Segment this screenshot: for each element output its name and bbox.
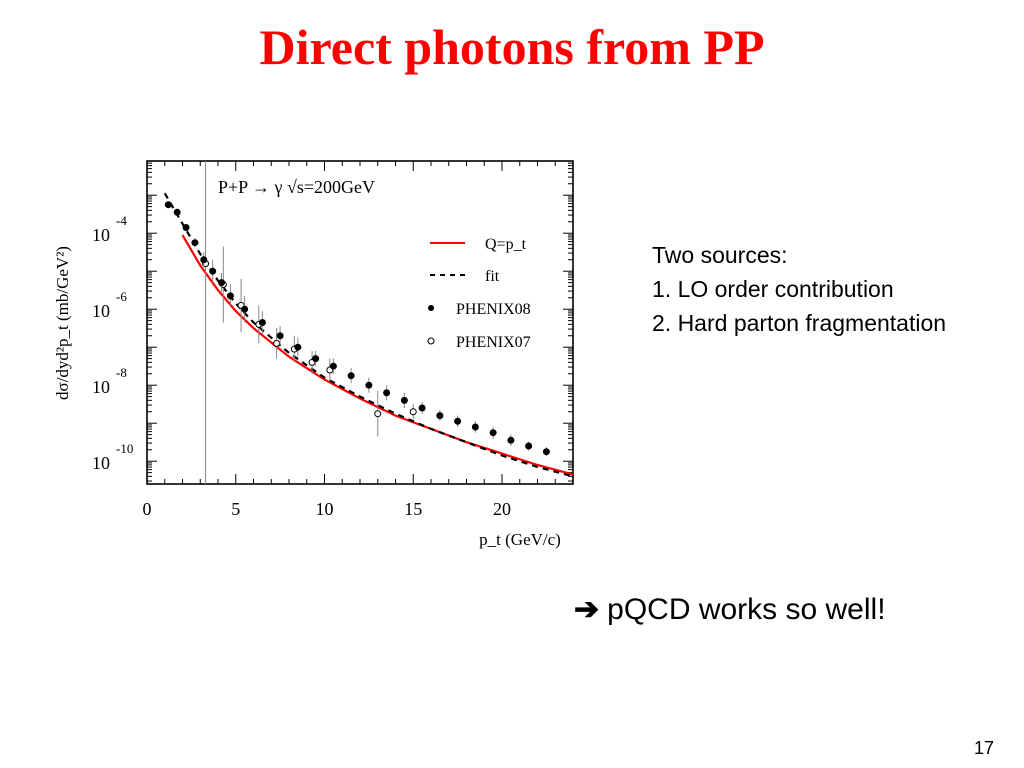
legend-label-phenix08: PHENIX08 — [456, 301, 531, 318]
x-tick-label: 0 — [143, 499, 152, 519]
phenix08-point — [226, 292, 234, 300]
phenix08-point — [418, 404, 426, 412]
y-tick-label: 10 — [92, 225, 110, 245]
conclusion-line: ➔ pQCD works so well! — [574, 592, 886, 627]
y-tick-label: 10 — [92, 453, 110, 473]
phenix08-point — [173, 208, 181, 216]
notes-item-2: 2. Hard parton fragmentation — [652, 310, 947, 336]
phenix08-point — [436, 412, 444, 420]
legend-swatch-phenix07 — [427, 337, 435, 345]
phenix08-point — [182, 224, 190, 231]
x-axis-ticks — [146, 161, 574, 484]
y-axis-tick-labels: 10 -4 10 -6 10 -8 10 -10 — [92, 213, 133, 473]
y-tick-exponent: -4 — [116, 213, 127, 228]
notes-heading: Two sources: — [652, 242, 788, 268]
phenix07-point — [374, 410, 382, 418]
legend-label-theory: Q=p_t — [485, 236, 527, 253]
y-axis-ticks — [147, 162, 573, 482]
phenix07-point — [273, 339, 281, 347]
curves-layer — [163, 192, 573, 478]
plot-frame — [146, 160, 574, 485]
y-tick-exponent: -6 — [116, 289, 127, 304]
phenix08-point — [209, 267, 217, 275]
page-number: 17 — [974, 738, 995, 758]
points-layer — [164, 161, 550, 484]
legend-label-phenix07: PHENIX07 — [456, 334, 531, 351]
phenix08-point — [471, 423, 479, 431]
phenix08-point — [489, 429, 497, 437]
phenix08-point — [294, 343, 302, 351]
phenix08-point — [164, 201, 172, 209]
y-tick-label: 10 — [92, 377, 110, 397]
notes-block: Two sources: 1. LO order contribution 2.… — [652, 238, 946, 340]
phenix08-point — [258, 319, 266, 326]
legend: Q=p_t fit PHENIX08 PHENIX07 — [427, 236, 531, 351]
cross-section-chart: 0 5 10 15 20 10 -4 10 -6 10 -8 10 -10 dσ/dyd²p_t (m… — [53, 160, 574, 549]
x-axis-tick-labels: 0 5 10 15 20 — [143, 499, 512, 519]
notes-item-1: 1. LO order contribution — [652, 276, 894, 302]
phenix08-point — [241, 305, 249, 313]
phenix07-point — [409, 408, 417, 416]
phenix08-point — [276, 332, 284, 340]
phenix08-point — [200, 256, 208, 264]
phenix08-point — [542, 448, 550, 456]
fit-curve — [163, 192, 573, 478]
phenix08-point — [218, 279, 226, 287]
x-tick-label: 5 — [231, 499, 240, 519]
legend-swatch-phenix08 — [428, 305, 434, 311]
x-tick-label: 10 — [316, 499, 334, 519]
phenix08-point — [383, 389, 391, 397]
phenix08-point — [312, 355, 320, 363]
phenix08-point — [191, 239, 199, 247]
phenix08-point — [347, 372, 355, 380]
legend-label-fit: fit — [485, 268, 500, 285]
phenix08-point — [454, 417, 462, 425]
phenix08-point — [329, 362, 337, 370]
phenix08-point — [507, 436, 515, 444]
x-tick-label: 15 — [404, 499, 422, 519]
theory-curve — [181, 234, 573, 476]
phenix08-point — [365, 381, 373, 389]
x-tick-label: 20 — [493, 499, 511, 519]
plot-annotation: P+P → γ √s=200GeV — [218, 177, 375, 197]
y-tick-exponent: -8 — [116, 365, 127, 380]
y-axis-label: dσ/dyd²p_t (mb/GeV²) — [53, 246, 72, 400]
phenix08-point — [400, 396, 408, 404]
conclusion-text: pQCD works so well! — [607, 593, 886, 626]
y-tick-label: 10 — [92, 301, 110, 321]
phenix08-point — [525, 442, 533, 450]
right-arrow-icon: ➔ — [574, 593, 600, 626]
slide-title: Direct photons from PP — [259, 19, 765, 75]
y-tick-exponent: -10 — [116, 441, 133, 456]
x-axis-label: p_t (GeV/c) — [479, 530, 561, 549]
